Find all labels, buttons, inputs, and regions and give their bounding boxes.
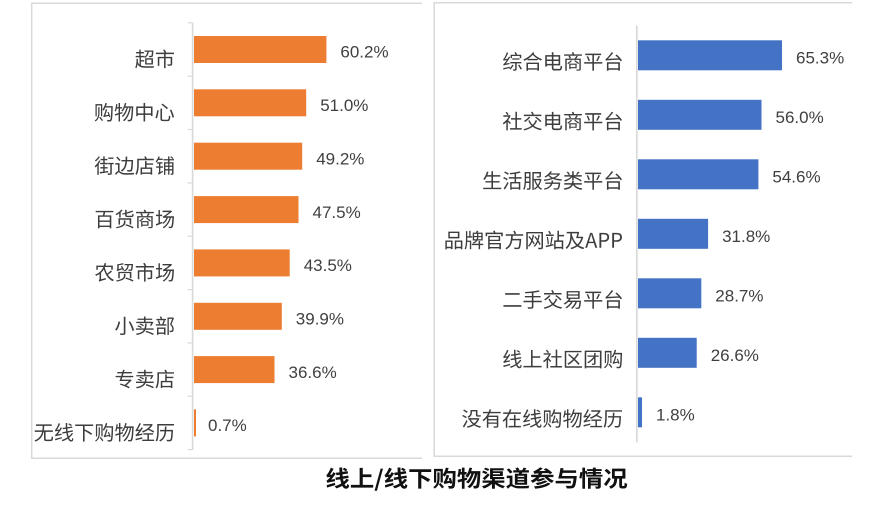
- svg-text:0.7%: 0.7%: [208, 416, 247, 435]
- svg-text:54.6%: 54.6%: [772, 168, 820, 187]
- svg-text:28.7%: 28.7%: [715, 287, 763, 306]
- svg-text:31.8%: 31.8%: [722, 227, 770, 246]
- svg-text:26.6%: 26.6%: [711, 346, 759, 365]
- svg-text:47.5%: 47.5%: [313, 203, 361, 222]
- svg-text:1.8%: 1.8%: [656, 406, 695, 425]
- svg-text:65.3%: 65.3%: [796, 49, 844, 68]
- svg-text:56.0%: 56.0%: [776, 108, 824, 127]
- svg-text:51.0%: 51.0%: [320, 96, 368, 115]
- svg-text:43.5%: 43.5%: [304, 256, 352, 275]
- svg-text:36.6%: 36.6%: [289, 363, 337, 382]
- svg-text:39.9%: 39.9%: [296, 309, 344, 328]
- svg-text:49.2%: 49.2%: [316, 149, 364, 168]
- svg-text:60.2%: 60.2%: [340, 43, 388, 62]
